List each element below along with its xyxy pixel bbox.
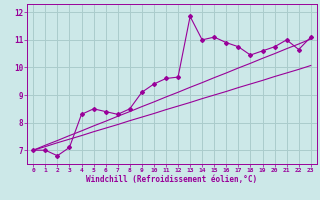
X-axis label: Windchill (Refroidissement éolien,°C): Windchill (Refroidissement éolien,°C) [86, 175, 258, 184]
